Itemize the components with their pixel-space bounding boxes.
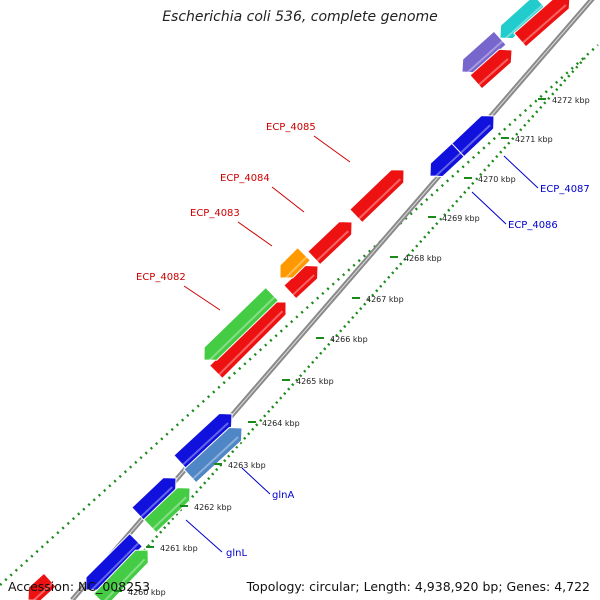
leader-line bbox=[503, 155, 539, 189]
gene-highlight bbox=[140, 486, 173, 518]
gene-feature-orange bbox=[279, 246, 312, 279]
topology-text: Topology: circular; Length: 4,938,920 bp… bbox=[246, 579, 590, 594]
tick-labels: 4260 kbp 4261 kbp 4262 kbp 4263 kbp 4264 kbp… bbox=[114, 96, 590, 597]
leader-line bbox=[241, 467, 271, 495]
leader-line bbox=[183, 285, 221, 311]
gene-label: glnA bbox=[272, 490, 294, 501]
tick-label: 4262 kbp bbox=[194, 503, 232, 512]
gene-label: ECP_4087 bbox=[540, 184, 590, 195]
gene-highlight bbox=[460, 124, 491, 154]
gene-highlight bbox=[104, 558, 146, 600]
gene-feature-red bbox=[469, 48, 513, 90]
gene-label: ECP_4082 bbox=[136, 272, 186, 283]
gene-highlight bbox=[502, 4, 544, 42]
tick-label: 4268 kbp bbox=[404, 254, 442, 263]
gene-feature-red bbox=[349, 169, 405, 224]
gene-feature-red bbox=[208, 301, 287, 380]
tick-label: 4264 kbp bbox=[262, 419, 300, 428]
gene-feature-green bbox=[203, 286, 279, 361]
gene-label: ECP_4085 bbox=[266, 122, 316, 133]
gene-labels: ECP_4085 ECP_4084 ECP_4083 ECP_4082 ECP_4087… bbox=[136, 122, 590, 559]
gene-highlight bbox=[192, 436, 239, 480]
gene-highlight bbox=[358, 178, 401, 220]
gene-label: ECP_4083 bbox=[190, 208, 240, 219]
label-leader-lines bbox=[183, 135, 539, 553]
tick-label: 4267 kbp bbox=[366, 295, 404, 304]
tick-label: 4260 kbp bbox=[128, 588, 166, 597]
tick-label: 4271 kbp bbox=[515, 135, 553, 144]
map-title: Escherichia coli 536, complete genome bbox=[162, 9, 438, 25]
gene-label: ECP_4086 bbox=[508, 220, 558, 231]
gene-feature-red bbox=[307, 221, 353, 266]
gene-highlight bbox=[292, 274, 315, 296]
gene-label: glnL bbox=[226, 548, 247, 559]
gene-feature-blue bbox=[451, 115, 495, 158]
tick-label: 4261 kbp bbox=[160, 544, 198, 553]
gene-highlight bbox=[182, 422, 229, 466]
gene-highlight bbox=[88, 542, 140, 594]
inner-ruler-track bbox=[99, 57, 586, 600]
accession-text: Accession: NC_008253 bbox=[8, 579, 151, 594]
gene-highlight bbox=[521, 4, 567, 44]
gene-highlight bbox=[464, 40, 504, 76]
leader-line bbox=[237, 221, 273, 247]
gene-highlight bbox=[152, 496, 187, 530]
gene-feature-green bbox=[92, 549, 149, 600]
tick-label: 4272 kbp bbox=[552, 96, 590, 105]
tick-label: 4266 kbp bbox=[330, 335, 368, 344]
gene-highlight bbox=[282, 256, 308, 282]
gene-feature-red bbox=[513, 0, 571, 48]
gene-highlight bbox=[316, 230, 349, 262]
gene-label: ECP_4084 bbox=[220, 173, 270, 184]
gene-feature-steelblue bbox=[183, 426, 243, 484]
tick-label: 4263 kbp bbox=[228, 461, 266, 470]
leader-line bbox=[471, 191, 507, 225]
leader-line bbox=[313, 135, 351, 163]
outer-dotted-track bbox=[0, 44, 599, 586]
gene-highlight bbox=[218, 310, 284, 376]
gene-feature-red bbox=[283, 265, 319, 300]
gene-highlight bbox=[432, 152, 462, 180]
leader-line bbox=[185, 519, 223, 553]
gene-feature-cyan bbox=[499, 0, 547, 40]
tick-label: 4265 kbp bbox=[296, 377, 334, 386]
tick-label: 4269 kbp bbox=[442, 214, 480, 223]
gene-highlight bbox=[477, 58, 509, 86]
gene-highlight bbox=[206, 296, 276, 364]
gene-feature-red bbox=[27, 572, 57, 600]
tick-label: 4270 kbp bbox=[478, 175, 516, 184]
leader-line bbox=[271, 186, 305, 213]
gene-features bbox=[27, 0, 571, 600]
